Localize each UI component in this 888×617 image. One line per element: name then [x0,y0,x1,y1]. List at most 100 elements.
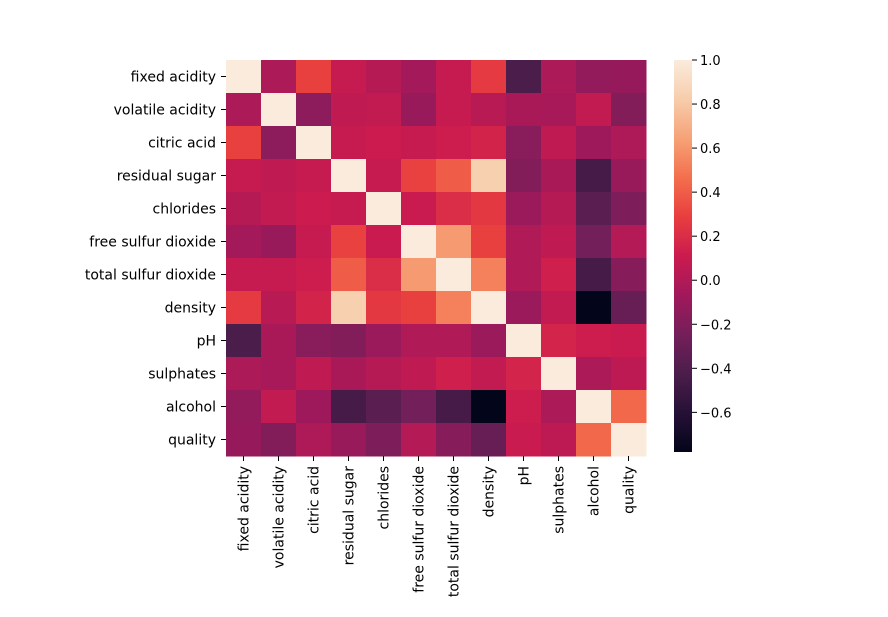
cell-volatile-acidity-fixed-acidity [226,93,262,127]
cell-volatile-acidity-total-sulfur-dioxide [436,93,472,127]
row-label-chlorides: chlorides [153,202,216,218]
cell-residual-sugar-fixed-acidity [226,159,262,193]
cell-residual-sugar-density [471,159,507,193]
cell-ph-sulphates [541,324,577,358]
cell-quality-volatile-acidity [261,423,297,457]
cell-free-sulfur-dioxide-total-sulfur-dioxide [436,225,472,259]
colorbar: 1.0 0.8 0.6 0.4 0.2 0.0 −0.2 −0.4 −0.6 [674,54,732,452]
column-label-free-sulfur-dioxide: free sulfur dioxide [412,466,428,593]
cell-citric-acid-ph [506,126,542,160]
cell-free-sulfur-dioxide-density [471,225,507,259]
cell-density-density [471,291,507,325]
cell-density-ph [506,291,542,325]
column-label-fixed-acidity: fixed acidity [237,466,253,551]
cell-chlorides-fixed-acidity [226,192,262,226]
cell-sulphates-total-sulfur-dioxide [436,357,472,391]
cell-quality-alcohol [576,423,612,457]
cell-chlorides-free-sulfur-dioxide [401,192,437,226]
cell-citric-acid-volatile-acidity [261,126,297,160]
row-label-quality: quality [168,433,216,449]
cell-density-residual-sugar [331,291,367,325]
cell-fixed-acidity-citric-acid [296,60,332,94]
cell-density-quality [611,291,647,325]
cell-fixed-acidity-fixed-acidity [226,60,262,94]
cell-free-sulfur-dioxide-fixed-acidity [226,225,262,259]
cell-citric-acid-sulphates [541,126,577,160]
cell-citric-acid-fixed-acidity [226,126,262,160]
cell-volatile-acidity-volatile-acidity [261,93,297,127]
cell-ph-chlorides [366,324,402,358]
cell-fixed-acidity-ph [506,60,542,94]
cell-chlorides-ph [506,192,542,226]
cell-free-sulfur-dioxide-volatile-acidity [261,225,297,259]
cell-quality-citric-acid [296,423,332,457]
cell-density-total-sulfur-dioxide [436,291,472,325]
cell-fixed-acidity-alcohol [576,60,612,94]
cell-total-sulfur-dioxide-volatile-acidity [261,258,297,292]
cell-total-sulfur-dioxide-quality [611,258,647,292]
cell-quality-sulphates [541,423,577,457]
cell-free-sulfur-dioxide-ph [506,225,542,259]
cell-sulphates-ph [506,357,542,391]
cell-volatile-acidity-sulphates [541,93,577,127]
cell-alcohol-ph [506,390,542,424]
column-labels: fixed acidity volatile acidity citric acid… [237,456,638,597]
row-label-ph: pH [197,334,216,350]
cell-residual-sugar-volatile-acidity [261,159,297,193]
row-label-density: density [165,301,216,317]
cell-volatile-acidity-chlorides [366,93,402,127]
cell-free-sulfur-dioxide-alcohol [576,225,612,259]
cell-alcohol-density [471,390,507,424]
cell-sulphates-free-sulfur-dioxide [401,357,437,391]
colorbar-tick-label: 1.0 [700,54,721,69]
heatmap-cells [226,60,647,457]
cell-quality-total-sulfur-dioxide [436,423,472,457]
colorbar-tick-label: 0.2 [700,230,721,245]
cell-citric-acid-total-sulfur-dioxide [436,126,472,160]
cell-chlorides-volatile-acidity [261,192,297,226]
cell-volatile-acidity-density [471,93,507,127]
column-label-volatile-acidity: volatile acidity [272,466,288,568]
cell-density-alcohol [576,291,612,325]
cell-fixed-acidity-free-sulfur-dioxide [401,60,437,94]
cell-sulphates-chlorides [366,357,402,391]
cell-chlorides-total-sulfur-dioxide [436,192,472,226]
cell-sulphates-alcohol [576,357,612,391]
cell-ph-density [471,324,507,358]
cell-chlorides-residual-sugar [331,192,367,226]
cell-alcohol-citric-acid [296,390,332,424]
cell-total-sulfur-dioxide-alcohol [576,258,612,292]
colorbar-gradient [674,60,692,452]
cell-density-citric-acid [296,291,332,325]
cell-volatile-acidity-alcohol [576,93,612,127]
column-label-total-sulfur-dioxide: total sulfur dioxide [447,466,463,597]
cell-alcohol-alcohol [576,390,612,424]
cell-sulphates-volatile-acidity [261,357,297,391]
cell-citric-acid-density [471,126,507,160]
cell-ph-citric-acid [296,324,332,358]
cell-fixed-acidity-residual-sugar [331,60,367,94]
cell-total-sulfur-dioxide-chlorides [366,258,402,292]
cell-ph-ph [506,324,542,358]
cell-chlorides-quality [611,192,647,226]
cell-fixed-acidity-quality [611,60,647,94]
column-label-density: density [482,466,498,517]
cell-residual-sugar-free-sulfur-dioxide [401,159,437,193]
cell-ph-alcohol [576,324,612,358]
cell-sulphates-fixed-acidity [226,357,262,391]
row-label-free-sulfur-dioxide: free sulfur dioxide [89,235,216,251]
row-label-alcohol: alcohol [166,400,216,416]
cell-sulphates-sulphates [541,357,577,391]
cell-quality-quality [611,423,647,457]
cell-total-sulfur-dioxide-citric-acid [296,258,332,292]
column-label-citric-acid: citric acid [307,466,323,534]
cell-density-free-sulfur-dioxide [401,291,437,325]
colorbar-tick-label: 0.0 [700,274,721,289]
cell-alcohol-sulphates [541,390,577,424]
cell-residual-sugar-sulphates [541,159,577,193]
cell-ph-quality [611,324,647,358]
cell-quality-chlorides [366,423,402,457]
cell-density-chlorides [366,291,402,325]
cell-volatile-acidity-ph [506,93,542,127]
